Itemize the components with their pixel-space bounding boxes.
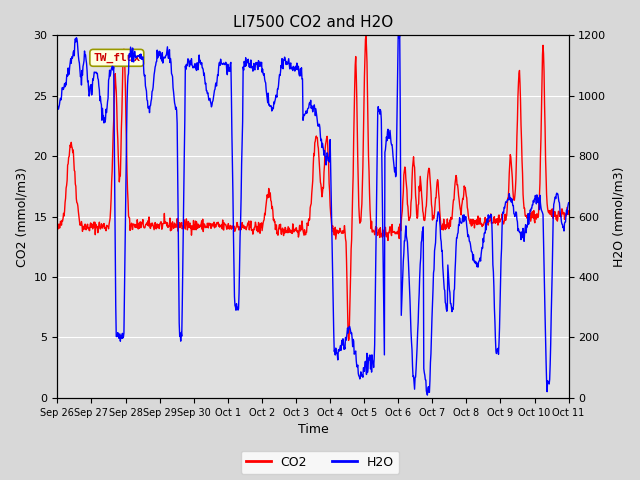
Title: LI7500 CO2 and H2O: LI7500 CO2 and H2O	[233, 15, 393, 30]
Y-axis label: CO2 (mmol/m3): CO2 (mmol/m3)	[15, 167, 28, 266]
Y-axis label: H2O (mmol/m3): H2O (mmol/m3)	[612, 167, 625, 267]
X-axis label: Time: Time	[298, 423, 328, 436]
Legend: CO2, H2O: CO2, H2O	[241, 451, 399, 474]
Text: TW_flux: TW_flux	[93, 53, 140, 63]
